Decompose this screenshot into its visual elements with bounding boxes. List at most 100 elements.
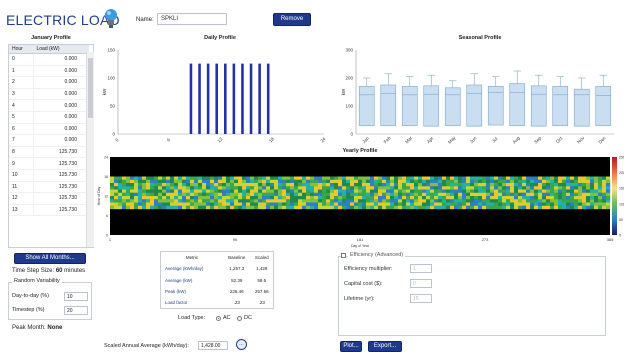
table-row[interactable]: 5 0.000	[9, 111, 89, 124]
load-type-dc-radio[interactable]	[237, 316, 242, 321]
capital-cost-input[interactable]: 0	[410, 279, 432, 288]
load-cell[interactable]: 125.730	[33, 157, 89, 170]
heatmap-cell	[518, 179, 523, 184]
heatmap-cell	[166, 179, 171, 184]
scaled-value: 59.5	[257, 277, 267, 283]
load-cell[interactable]: 125.730	[33, 169, 89, 182]
heatmap-cell	[206, 199, 211, 203]
table-row[interactable]: 4 0.000	[9, 99, 89, 112]
day-to-day-input[interactable]: 10	[64, 292, 88, 301]
load-cell[interactable]: 0.000	[33, 123, 89, 136]
show-all-months-button[interactable]: Show All Months...	[14, 253, 86, 264]
load-cell[interactable]: 125.730	[33, 181, 89, 194]
heatmap-cell	[378, 205, 383, 210]
heatmap-cell	[342, 202, 347, 206]
box-plot-box	[595, 86, 612, 126]
column-header-load[interactable]: Load (kW)	[33, 45, 89, 54]
heatmap-cell	[350, 192, 355, 197]
table-row[interactable]: 3 0.000	[9, 88, 89, 101]
box-plot-box	[552, 86, 569, 126]
heatmap-cell	[286, 199, 291, 203]
heatmap-cell	[570, 189, 575, 193]
load-cell[interactable]: 0.000	[33, 99, 89, 112]
heatmap-cell	[554, 205, 559, 210]
heatmap-cell	[466, 199, 471, 203]
baseline-value: 1,257.3	[229, 266, 245, 272]
remove-button[interactable]: Remove	[273, 13, 311, 26]
efficiency-checkbox[interactable]	[341, 253, 346, 258]
load-cell[interactable]: 125.730	[33, 192, 89, 205]
heatmap-cell	[166, 176, 171, 180]
metrics-row: Peak (kW) 226.46 257.56	[161, 286, 273, 297]
heatmap-cell	[398, 192, 403, 197]
seasonal-x-tick-label: Feb	[383, 135, 392, 144]
efficiency-multiplier-input[interactable]: 1	[410, 264, 432, 273]
day-to-day-label: Day-to-day (%)	[12, 293, 49, 299]
heatmap-cell	[278, 189, 283, 193]
heatmap-cell	[310, 183, 315, 187]
heatmap-cell	[306, 192, 311, 197]
table-row[interactable]: 10 125.730	[9, 169, 89, 182]
plot-button[interactable]: Plot...	[340, 341, 362, 352]
load-cell[interactable]: 125.730	[33, 204, 89, 217]
lifetime-input[interactable]: 15	[410, 294, 432, 303]
heatmap-cell	[382, 186, 387, 190]
load-cell[interactable]: 0.000	[33, 76, 89, 89]
heatmap-cell	[562, 202, 567, 206]
heatmap-cell	[410, 196, 415, 200]
heatmap-cell	[178, 189, 183, 193]
table-row[interactable]: 8 125.730	[9, 146, 89, 159]
heatmap-cell	[286, 196, 291, 200]
heatmap-cell	[138, 196, 143, 200]
table-row[interactable]: 13 125.730	[9, 204, 89, 217]
heatmap-cell	[266, 196, 271, 200]
heatmap-cell	[474, 196, 479, 200]
heatmap-cell	[202, 186, 207, 190]
table-row[interactable]: 6 0.000	[9, 123, 89, 136]
heatmap-cell	[230, 189, 235, 193]
load-cell[interactable]: 0.000	[33, 111, 89, 124]
load-type-ac-radio[interactable]	[216, 316, 221, 321]
load-cell[interactable]: 0.000	[33, 134, 89, 147]
column-header-hour[interactable]: Hour	[9, 45, 34, 54]
heatmap-cell	[110, 199, 115, 203]
heatmap-cell	[598, 186, 603, 190]
scaled-annual-average-input[interactable]: 1,428.00	[198, 341, 228, 350]
table-row[interactable]: 9 125.730	[9, 157, 89, 170]
table-row[interactable]: 0 0.000	[9, 53, 89, 66]
table-row[interactable]: 7 0.000	[9, 134, 89, 147]
heatmap-cell	[370, 179, 375, 184]
heatmap-cell	[326, 189, 331, 193]
heatmap-cell	[150, 202, 155, 206]
heatmap-cell	[434, 183, 439, 187]
seasonal-y-tick-label: 200	[345, 76, 353, 81]
heatmap-cell	[174, 199, 179, 203]
heatmap-cell	[446, 205, 451, 210]
export-button[interactable]: Export...	[368, 341, 402, 352]
table-row[interactable]: 12 125.730	[9, 192, 89, 205]
heatmap-cell	[370, 205, 375, 210]
heatmap-cell	[498, 186, 503, 190]
heatmap-cell	[454, 199, 459, 203]
table-row[interactable]: 1 0.000	[9, 65, 89, 78]
load-cell[interactable]: 0.000	[33, 65, 89, 78]
heatmap-cell	[214, 202, 219, 206]
heatmap-cell	[414, 189, 419, 193]
heatmap-cell	[558, 179, 563, 184]
load-cell[interactable]: 125.730	[33, 146, 89, 159]
timestep-variability-input[interactable]: 20	[64, 306, 88, 315]
load-cell[interactable]: 0.000	[33, 53, 89, 66]
scaled-annual-average-button[interactable]: …	[236, 339, 247, 350]
heatmap-cell	[410, 205, 415, 210]
name-input[interactable]: SPKLI	[157, 13, 227, 25]
table-row[interactable]: 2 0.000	[9, 76, 89, 89]
scrollbar-thumb[interactable]	[88, 58, 93, 118]
heatmap-cell	[110, 205, 115, 210]
load-cell[interactable]: 0.000	[33, 88, 89, 101]
heatmap-cell	[370, 183, 375, 187]
heatmap-cell	[310, 189, 315, 193]
heatmap-cell	[154, 205, 159, 210]
table-row[interactable]: 11 125.730	[9, 181, 89, 194]
heatmap-cell	[234, 192, 239, 197]
table-scrollbar[interactable]	[86, 52, 94, 247]
